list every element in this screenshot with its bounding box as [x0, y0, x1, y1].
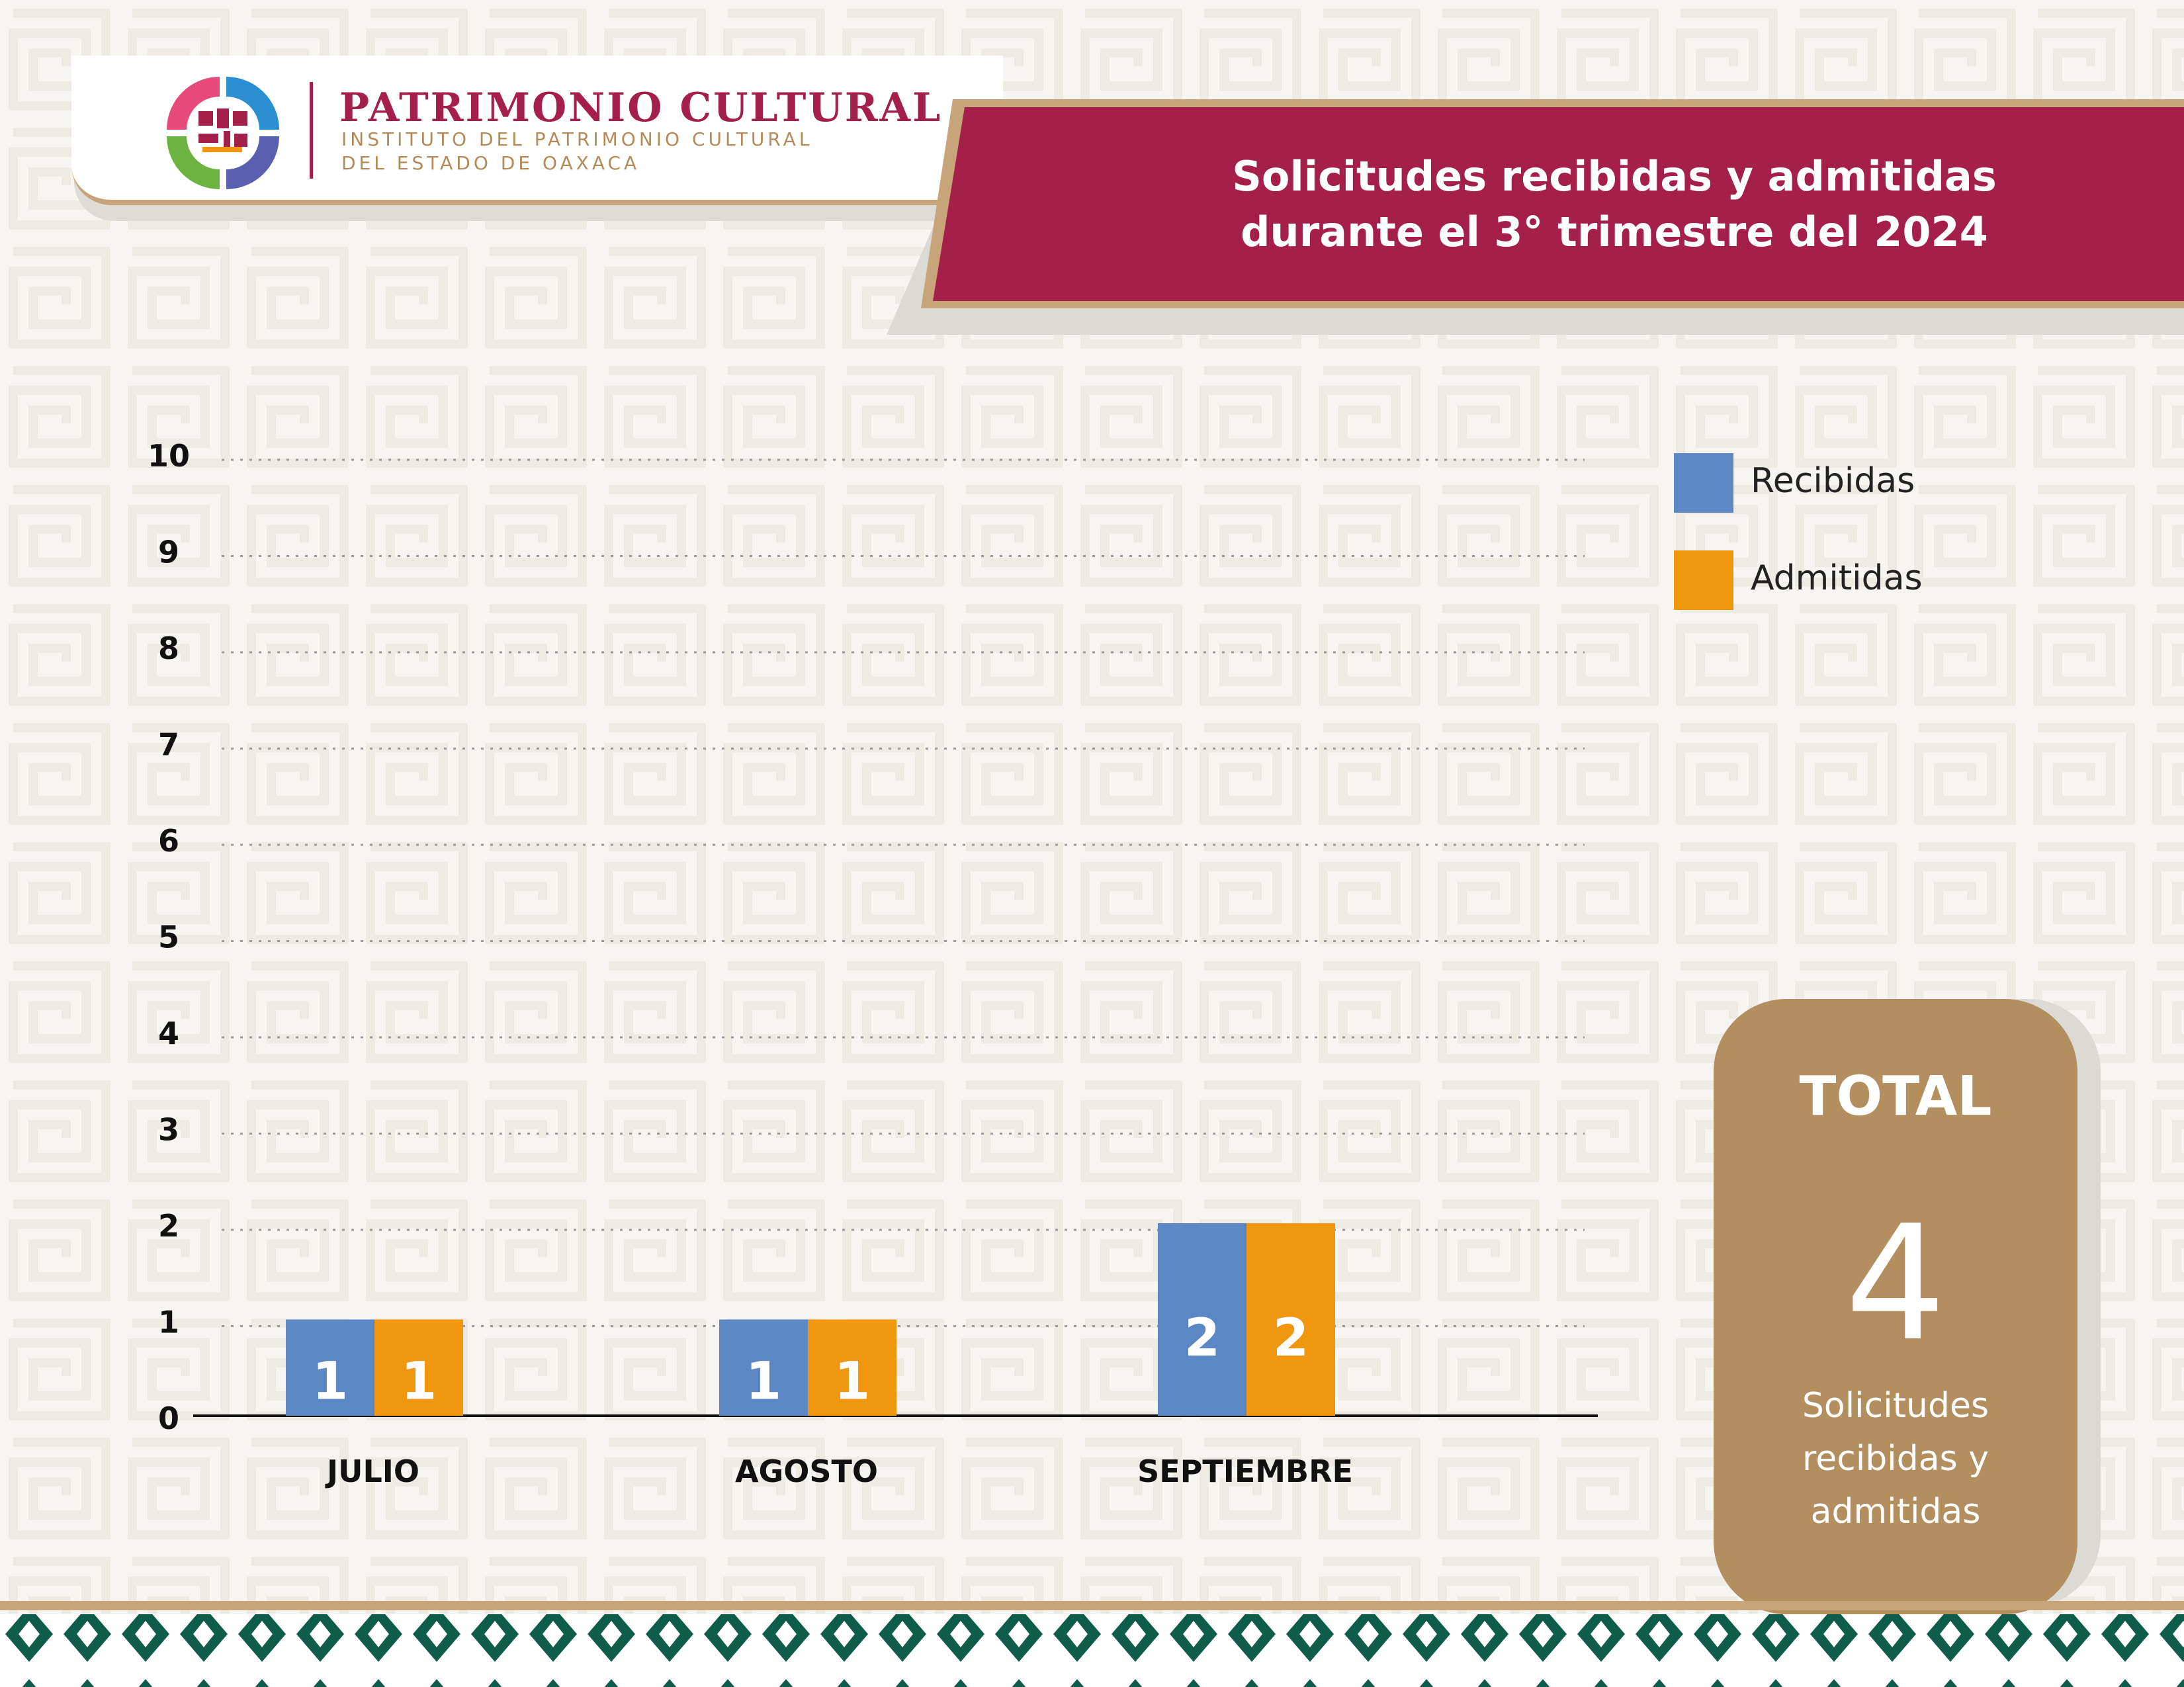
- chart-title: Solicitudes recibidas y admitidas durant…: [1164, 149, 2064, 260]
- x-tick-label-agosto: AGOSTO: [735, 1453, 878, 1489]
- data-label-admitidas-septiembre: 2: [1273, 1309, 1309, 1368]
- y-tick-label-3: 3: [158, 1112, 179, 1148]
- legend-swatch-recibidas: [1674, 453, 1733, 513]
- y-tick-label-10: 10: [148, 438, 190, 474]
- bar-admitidas-julio: [374, 1319, 463, 1416]
- x-tick-label-septiembre: SEPTIEMBRE: [1137, 1453, 1353, 1489]
- y-tick-label-7: 7: [158, 727, 179, 763]
- y-tick-label-2: 2: [158, 1208, 179, 1244]
- bar-recibidas-septiembre: [1158, 1223, 1246, 1416]
- y-tick-label-9: 9: [158, 535, 179, 570]
- y-tick-label-6: 6: [158, 823, 179, 859]
- logo-card: PATRIMONIO CULTURAL INSTITUTO DEL PATRIM…: [71, 56, 1003, 205]
- x-tick-label-julio: JULIO: [325, 1453, 419, 1489]
- y-tick-label-8: 8: [158, 630, 179, 666]
- data-label-recibidas-julio: 1: [312, 1352, 348, 1412]
- total-card: TOTAL 4 Solicitudes recibidas y admitida…: [1714, 999, 2077, 1614]
- total-label: TOTAL: [1799, 1065, 1992, 1128]
- bar-admitidas-agosto: [808, 1319, 896, 1416]
- data-label-admitidas-agosto: 1: [834, 1352, 870, 1412]
- legend-swatch-admitidas: [1674, 550, 1733, 610]
- y-tick-label-4: 4: [158, 1016, 179, 1051]
- total-description: Solicitudes recibidas y admitidas: [1802, 1386, 1989, 1532]
- y-tick-label-0: 0: [158, 1401, 179, 1436]
- logo-subtitle-line1: INSTITUTO DEL PATRIMONIO CULTURAL: [341, 128, 813, 150]
- total-value: 4: [1845, 1191, 1946, 1376]
- logo-title: PATRIMONIO CULTURAL: [339, 85, 943, 131]
- data-label-admitidas-julio: 1: [401, 1352, 437, 1412]
- bar-admitidas-septiembre: [1246, 1223, 1335, 1416]
- legend-label-admitidas: Admitidas: [1751, 558, 1923, 598]
- y-tick-label-1: 1: [158, 1305, 179, 1340]
- title-banner-shape: [887, 99, 2184, 335]
- y-tick-label-5: 5: [158, 920, 179, 955]
- data-label-recibidas-agosto: 1: [746, 1352, 781, 1412]
- chart-title-line2: durante el 3° trimestre del 2024: [1241, 208, 1988, 256]
- bar-recibidas-agosto: [719, 1319, 808, 1416]
- legend-label-recibidas: Recibidas: [1751, 461, 1915, 501]
- chart-title-line1: Solicitudes recibidas y admitidas: [1232, 152, 1997, 200]
- bar-recibidas-julio: [286, 1319, 374, 1416]
- patrimonio-cultural-emblem-icon: [167, 77, 279, 189]
- logo-divider: [310, 82, 313, 179]
- logo-subtitle-line2: DEL ESTADO DE OAXACA: [341, 152, 640, 174]
- footer-pattern-band: [0, 1601, 2184, 1687]
- data-label-recibidas-septiembre: 2: [1184, 1309, 1220, 1368]
